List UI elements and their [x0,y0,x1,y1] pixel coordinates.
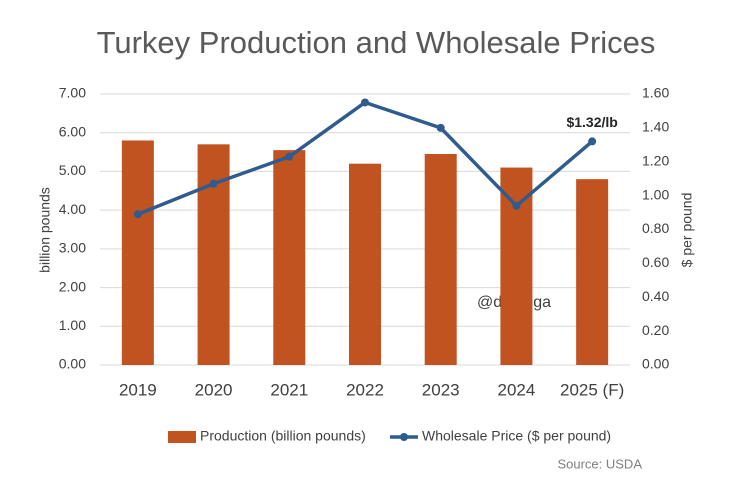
point [133,210,142,219]
y2-tick-label: 1.00 [642,186,669,202]
y2-axis-label: $ per pound [679,193,695,268]
point [512,201,521,210]
x-tick-label: 2025 (F) [560,380,624,399]
bar [500,167,533,365]
y2-tick-label: 1.60 [642,85,669,101]
bar [576,179,609,365]
bar [121,140,154,365]
x-tick-label: 2020 [195,380,233,399]
legend-label: Wholesale Price ($ per pound) [422,428,611,444]
x-tick-label: 2024 [498,380,536,399]
source: Source: USDA [557,456,642,471]
point [588,137,597,146]
y-tick-label: 3.00 [59,240,86,256]
y-tick-label: 5.00 [59,162,86,178]
point [436,123,445,132]
point [361,98,369,107]
bar [424,154,457,365]
y2-tick-label: 0.20 [642,322,669,338]
y2-tick-label: 1.20 [642,152,669,168]
legend-label: Production (billion pounds) [200,428,366,444]
y2-tick-label: 0.80 [642,220,669,236]
y-tick-label: 2.00 [59,278,86,294]
x-tick-label: 2019 [119,380,157,399]
y-tick-label: 0.00 [59,356,86,372]
y-tick-label: 4.00 [59,201,86,217]
bar [349,163,381,365]
y-tick-label: 6.00 [59,123,86,139]
y2-tick-label: 1.40 [642,119,669,135]
chart-title: Turkey Production and Wholesale Prices [97,25,656,60]
point [285,152,294,161]
y-axis-label: billion pounds [37,187,53,273]
x-tick-label: 2022 [346,380,384,399]
y2-tick-label: 0.60 [642,254,669,270]
x-tick-label: 2021 [270,380,308,399]
data-label: $1.32/lb [566,114,617,130]
bar [197,144,230,365]
legend-swatch [168,431,196,443]
point [209,179,218,188]
y-tick-label: 7.00 [59,85,86,101]
bar [273,150,306,365]
x-tick-label: 2023 [422,380,460,399]
y-tick-label: 1.00 [59,317,86,333]
legend-swatch [400,433,408,441]
y2-tick-label: 0.00 [642,356,669,372]
y2-tick-label: 0.40 [642,288,669,304]
